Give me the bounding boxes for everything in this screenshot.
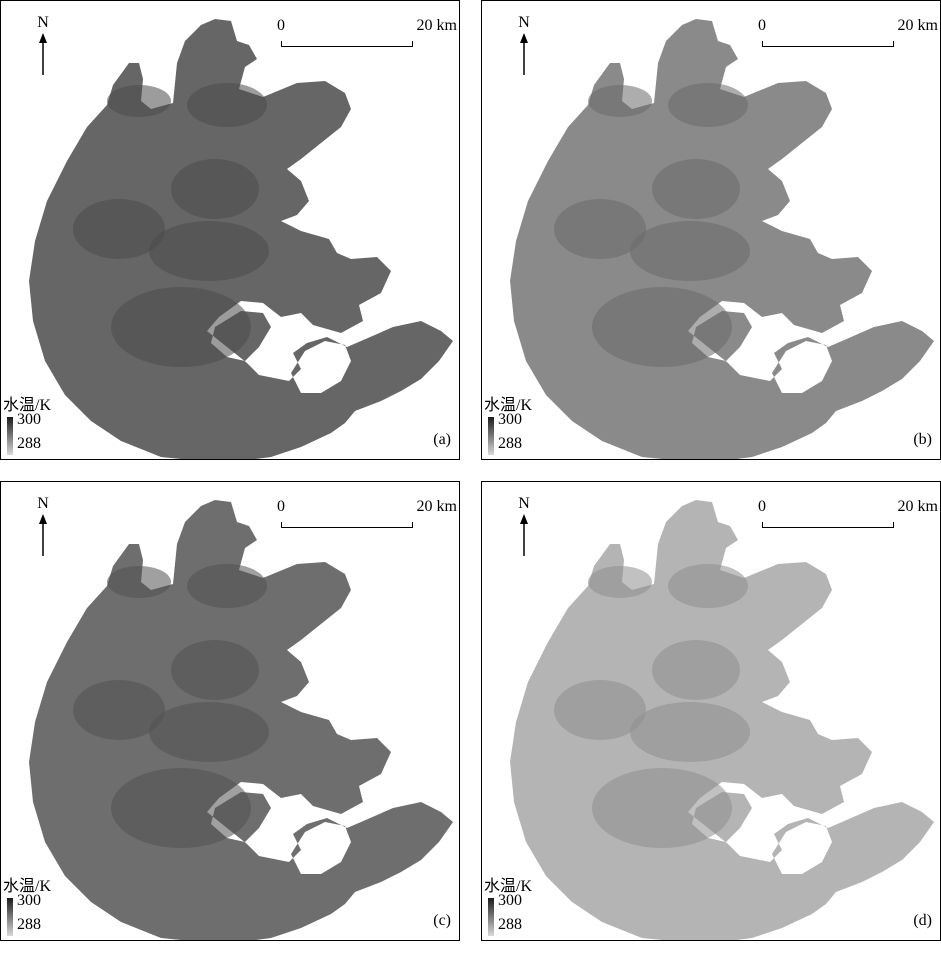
scale-bar: 0 20 km [758, 498, 938, 538]
warm-water-zone [630, 221, 750, 281]
warm-water-zone [111, 768, 251, 848]
warm-water-zone [588, 85, 652, 117]
warm-water-zone [630, 702, 750, 762]
north-arrow: N [31, 15, 55, 75]
legend-ramp [488, 417, 494, 455]
panel-label: (b) [913, 431, 932, 448]
warm-water-zone [149, 702, 269, 762]
north-arrow: N [31, 496, 55, 556]
warm-water-zone [668, 564, 748, 608]
warm-water-zone [171, 159, 259, 219]
legend-ramp [488, 898, 494, 936]
warm-water-zone [171, 640, 259, 700]
warm-water-zone [592, 768, 732, 848]
warm-water-zone [668, 83, 748, 127]
panel-label: (a) [433, 431, 451, 448]
map-panel-d: N 0 20 km 水温/K 300 288 (d) [481, 481, 941, 941]
warm-water-zone [107, 566, 171, 598]
map-panel-a: N 0 20 km 水温/K 300 288 (a) [0, 0, 460, 460]
lake-map-c [29, 500, 453, 940]
lake-map-d [510, 500, 934, 940]
north-arrow-icon [520, 33, 528, 75]
warm-water-zone [73, 199, 165, 259]
warm-water-zone [187, 83, 267, 127]
warm-water-zone [107, 85, 171, 117]
warm-water-zone [187, 564, 267, 608]
scale-bar: 0 20 km [277, 17, 457, 57]
warm-water-zone [592, 287, 732, 367]
north-arrow-icon [520, 514, 528, 556]
north-arrow: N [512, 496, 536, 556]
color-legend: 水温/K 300 288 [484, 391, 554, 459]
warm-water-zone [73, 680, 165, 740]
warm-water-zone [149, 221, 269, 281]
legend-ramp [7, 417, 13, 455]
panel-label: (c) [433, 912, 451, 929]
lake-map-b [510, 19, 934, 459]
map-panel-c: N 0 20 km 水温/K 300 288 (c) [0, 481, 460, 941]
color-legend: 水温/K 300 288 [3, 872, 73, 940]
north-arrow-icon [39, 514, 47, 556]
north-arrow-icon [39, 33, 47, 75]
lake-map-a [29, 19, 453, 459]
scale-bar: 0 20 km [758, 17, 938, 57]
warm-water-zone [652, 640, 740, 700]
warm-water-zone [554, 199, 646, 259]
map-panel-b: N 0 20 km 水温/K 300 288 (b) [481, 0, 941, 460]
warm-water-zone [111, 287, 251, 367]
color-legend: 水温/K 300 288 [3, 391, 73, 459]
warm-water-zone [652, 159, 740, 219]
scale-bar: 0 20 km [277, 498, 457, 538]
color-legend: 水温/K 300 288 [484, 872, 554, 940]
north-arrow: N [512, 15, 536, 75]
legend-ramp [7, 898, 13, 936]
warm-water-zone [554, 680, 646, 740]
panel-label: (d) [913, 912, 932, 929]
warm-water-zone [588, 566, 652, 598]
